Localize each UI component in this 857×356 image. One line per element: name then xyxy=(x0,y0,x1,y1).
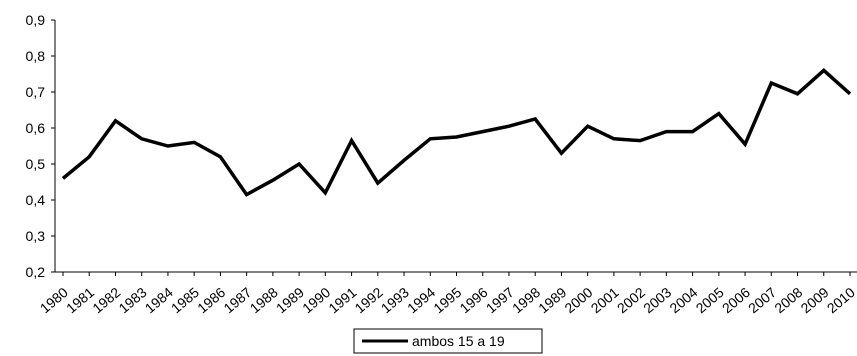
legend-box xyxy=(353,328,543,354)
x-tick-label: 1998 xyxy=(509,284,543,316)
series-line xyxy=(61,68,852,197)
legend-label: ambos 15 a 19 xyxy=(412,333,505,349)
x-tick-label: 2007 xyxy=(745,284,779,316)
x-tick-label: 1989 xyxy=(535,284,569,316)
x-tick-label: 1986 xyxy=(194,284,228,316)
x-tick-label: 2002 xyxy=(614,284,648,316)
y-tick-label: 0,8 xyxy=(26,48,46,64)
x-tick-label: 1989 xyxy=(273,284,307,316)
x-tick-label: 1996 xyxy=(457,284,491,316)
x-tick-label: 1993 xyxy=(378,284,412,316)
series-layer xyxy=(61,68,852,197)
x-tick-label: 2000 xyxy=(561,284,595,316)
x-tick-label: 1981 xyxy=(63,284,97,316)
y-tick-label: 0,5 xyxy=(26,156,46,172)
x-tick-label: 1985 xyxy=(168,284,202,316)
x-tick-label: 1988 xyxy=(247,284,281,316)
x-tick-label: 2005 xyxy=(693,284,727,316)
x-axis: 1980198119821983198419851986198719881989… xyxy=(37,271,857,316)
x-tick-label: 1995 xyxy=(430,284,464,316)
x-tick-label: 1991 xyxy=(325,284,359,316)
x-tick-label: 1992 xyxy=(352,284,386,316)
x-tick-label: 1983 xyxy=(115,284,149,316)
x-tick-label: 1990 xyxy=(299,284,333,316)
y-tick-label: 0,2 xyxy=(26,264,46,280)
x-tick-label: 1980 xyxy=(37,284,71,316)
x-tick-label: 2010 xyxy=(824,284,857,316)
x-tick-label: 1987 xyxy=(220,284,254,316)
x-tick-label: 1982 xyxy=(89,284,123,316)
x-tick-label: 2001 xyxy=(588,284,622,316)
x-tick-label: 2008 xyxy=(771,284,805,316)
x-tick-label: 1997 xyxy=(483,284,517,316)
x-tick-label: 2006 xyxy=(719,284,753,316)
x-tick-label: 2003 xyxy=(640,284,674,316)
x-tick-label: 1994 xyxy=(404,284,438,316)
x-tick-label: 2009 xyxy=(798,284,832,316)
y-axis: 0,2 0,3 0,4 0,5 0,6 0,7 0,8 0,9 xyxy=(26,12,56,280)
x-tick-label: 1984 xyxy=(142,284,176,316)
legend: ambos 15 a 19 xyxy=(353,328,543,354)
y-tick-label: 0,7 xyxy=(26,84,46,100)
y-tick-label: 0,9 xyxy=(26,12,46,28)
y-tick-label: 0,4 xyxy=(26,192,46,208)
y-tick-label: 0,3 xyxy=(26,228,46,244)
y-tick-label: 0,6 xyxy=(26,120,46,136)
x-tick-label: 2004 xyxy=(666,284,700,316)
